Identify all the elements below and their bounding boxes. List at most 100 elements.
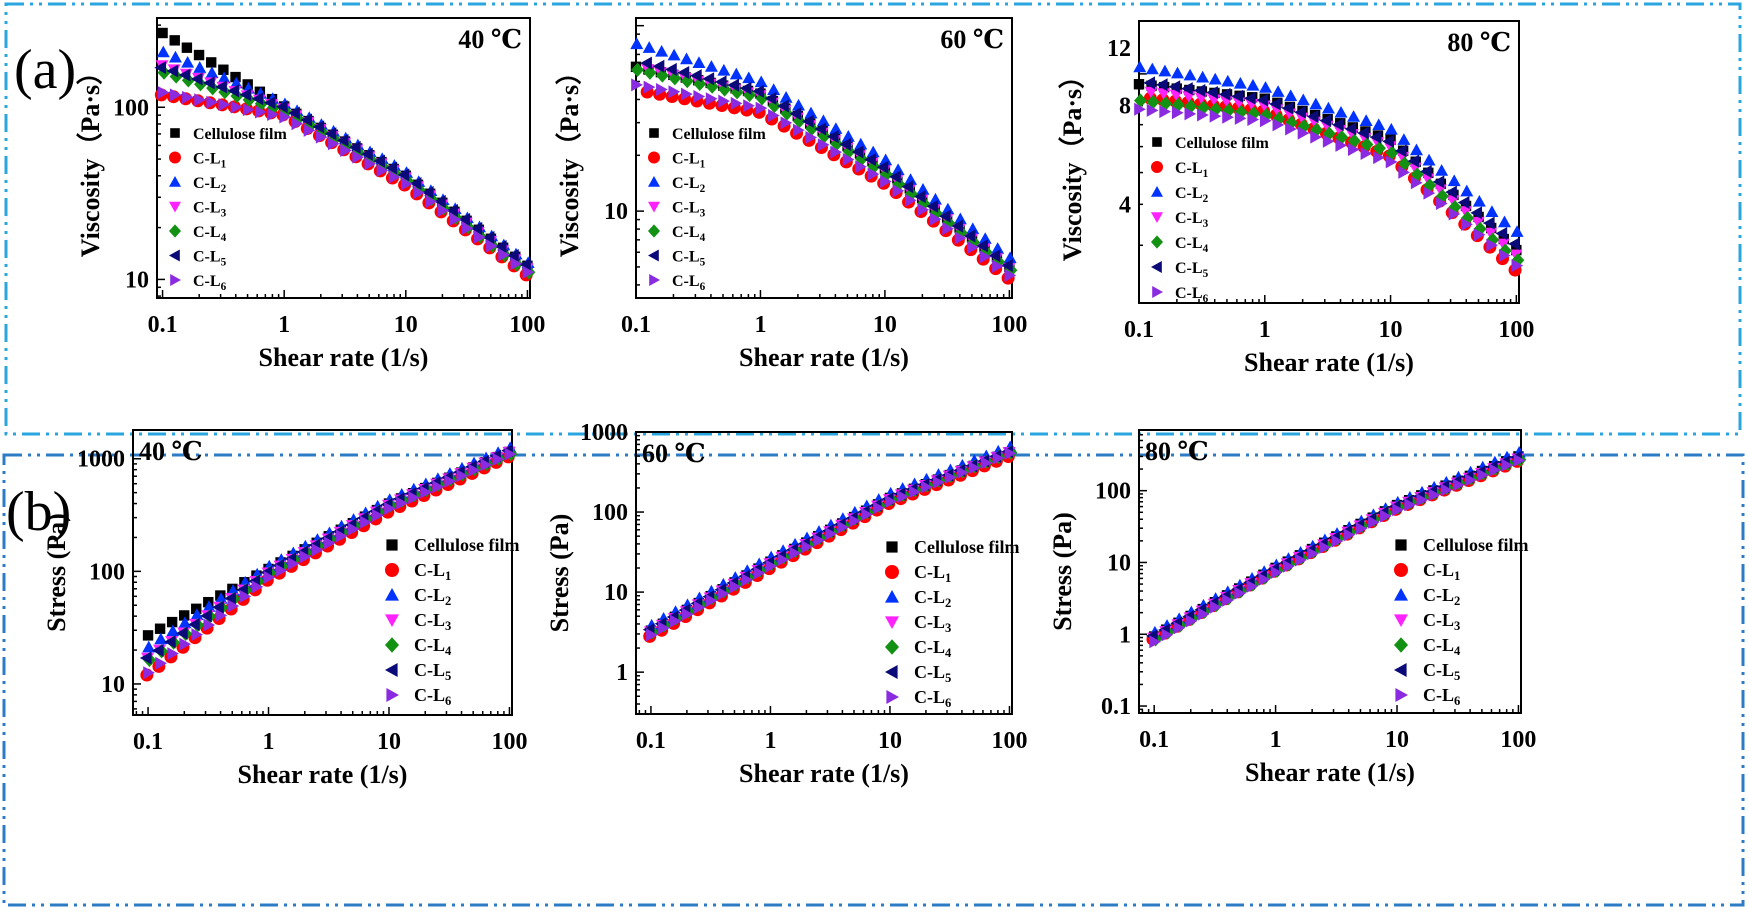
legend-marker [1151,212,1163,223]
data-point [203,76,215,90]
series-7 [631,78,1017,282]
data-point [279,110,292,124]
data-point [432,480,445,494]
data-point [813,533,826,547]
data-point [255,105,267,119]
data-point [1398,165,1411,179]
data-point [889,170,901,184]
legend-marker [1395,539,1407,551]
data-point [1473,228,1486,242]
data-point [643,80,656,94]
data-point [754,75,768,88]
legend-marker [1394,588,1408,601]
x-axis-label: Shear rate (1/s) [1244,348,1414,377]
legend-label: C-L5 [914,662,951,685]
legend: Cellulose film C-L1 C-L2 C-L3 C-L4 C-L5 C-L6 [169,126,287,293]
data-point [851,145,864,159]
data-point [1003,251,1017,264]
data-point [693,600,706,614]
data-point [217,71,231,84]
data-point [741,573,754,587]
data-point [854,137,868,150]
data-point [1471,216,1485,229]
legend-marker [648,176,660,187]
data-point [909,485,921,499]
data-point [263,96,276,110]
data-point [1210,600,1222,614]
legend-label: C-L3 [1423,610,1460,633]
data-point [413,186,425,200]
data-point [779,91,793,103]
x-tick-label: 10 [1379,317,1403,343]
y-tick-label: 4 [1119,192,1131,218]
data-point [885,494,897,508]
data-point [1161,628,1174,642]
data-point [944,470,957,484]
data-point [191,628,204,642]
series-7 [646,446,1017,642]
data-point [1271,85,1285,97]
data-point [892,176,906,192]
legend-label: Cellulose film [914,537,1020,557]
legend-label: C-L1 [414,560,451,583]
data-point [1495,227,1508,241]
legend-marker [385,614,399,627]
data-point [1422,153,1436,166]
data-point [1146,103,1159,117]
data-point [652,59,665,73]
data-point [1168,80,1181,94]
data-point [409,177,422,191]
data-point [963,229,976,243]
data-point [1231,89,1244,103]
chart-b-2: 0.1 1 10 100 1 10 100 1000 Shear rate (1/s) Stres… [545,420,1027,788]
data-point [1155,78,1168,92]
data-point [239,589,252,603]
data-point [218,98,231,112]
data-point [892,184,905,198]
data-point [215,80,227,94]
data-point [968,461,981,475]
x-tick-label: 100 [509,312,545,338]
data-point [780,116,793,130]
legend: Cellulose film C-L1 C-L2 C-L3 C-L4 C-L5 C-L6 [648,126,766,293]
data-point [879,153,893,166]
legend-label: C-L5 [414,660,451,683]
x-tick-label: 1 [278,312,290,338]
y-tick-label: 0.1 [1101,694,1131,720]
data-point [1331,118,1344,132]
data-point [1004,268,1017,282]
legend-label: C-L1 [1423,560,1460,583]
data-point [1498,249,1511,263]
data-point [1347,133,1361,149]
data-point [166,64,179,78]
legend-marker [885,639,899,655]
data-point [1435,164,1449,176]
data-point [388,170,401,184]
data-point [1173,621,1186,635]
data-point [1392,503,1404,517]
legend-marker [648,151,660,164]
data-point [206,95,219,109]
data-point [1470,206,1483,220]
data-point [830,145,843,159]
data-point [504,447,517,461]
data-point [1384,122,1398,135]
x-axis-label: Shear rate (1/s) [1245,758,1415,787]
data-point [951,219,964,233]
charts-group: 0.1 1 10 100 10 100 Shear rate (1/s) Viscosity（… [42,17,1536,789]
legend-marker [886,541,898,553]
data-point [263,570,276,584]
x-tick-label: 1 [764,728,776,754]
data-point [1360,147,1373,161]
data-point [139,651,152,665]
data-point [1511,259,1524,273]
data-point [167,647,180,661]
data-point [705,79,719,94]
data-point [456,469,469,483]
data-point [169,88,182,102]
data-point [251,580,264,594]
data-point [1498,215,1512,228]
x-tick-label: 1 [754,312,766,338]
data-point [817,129,831,144]
data-point [642,41,656,53]
